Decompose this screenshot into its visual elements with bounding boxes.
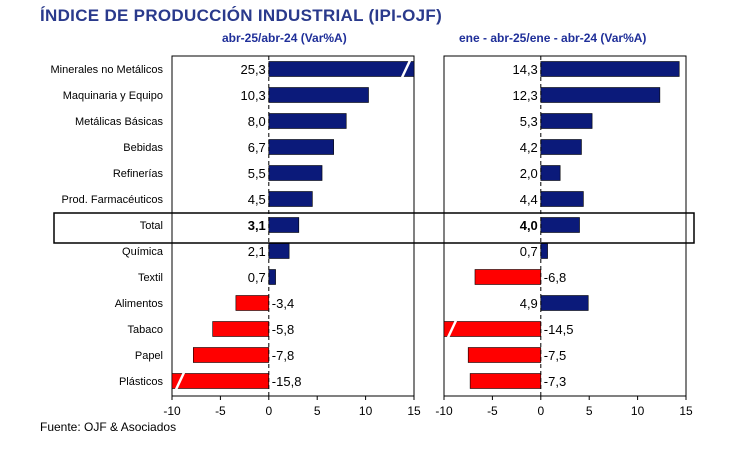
x-tick-label: 10 [359,404,373,418]
data-label-bebidas: 4,2 [520,140,538,155]
data-label-minerales-no-metalicos: 14,3 [512,62,537,77]
bar-plasticos [171,373,270,389]
data-label-minerales-no-metalicos: 25,3 [240,62,265,77]
data-label-alimentos: 4,9 [520,296,538,311]
chart-panel-ene-abr: 14,3 12,3 5,3 4,2 2,0 4,4 4,0 0,7 -6,8 4,9 -14,5 -7… [435,55,693,418]
data-label-textil: 0,7 [248,270,266,285]
category-label-metalicas-basicas: Metálicas Básicas [75,116,164,128]
category-label-maquinaria-y-equipo: Maquinaria y Equipo [63,90,163,102]
data-label-metalicas-basicas: 8,0 [248,114,266,129]
data-label-plasticos: -15,8 [272,374,302,389]
bar-quimica [268,243,290,259]
data-label-refinerias: 2,0 [520,166,538,181]
bar-minerales-no-metalicos [268,61,415,77]
x-tick-label: 5 [586,404,593,418]
data-label-prod-farmaceuticos: 4,5 [248,192,266,207]
data-label-maquinaria-y-equipo: 10,3 [240,88,265,103]
data-label-quimica: 2,1 [248,244,266,259]
data-label-metalicas-basicas: 5,3 [520,114,538,129]
x-tick-label: -5 [487,404,498,418]
data-label-maquinaria-y-equipo: 12,3 [512,88,537,103]
bar-maquinaria-y-equipo [268,87,369,103]
x-tick-label: 5 [314,404,321,418]
bar-bebidas [268,139,334,155]
x-tick-label: -5 [215,404,226,418]
category-label-tabaco: Tabaco [128,324,163,336]
data-label-prod-farmaceuticos: 4,4 [520,192,538,207]
data-label-total: 3,1 [248,218,266,233]
bar-papel [467,347,542,363]
category-label-prod-farmaceuticos: Prod. Farmacéuticos [62,194,164,206]
bar-maquinaria-y-equipo [540,87,661,103]
bar-minerales-no-metalicos [540,61,680,77]
total-highlight-box [53,212,695,244]
category-label-total: Total [140,220,163,232]
bar-textil [268,269,276,285]
plot-frame [443,55,687,397]
bar-plasticos [469,373,542,389]
data-label-tabaco: -5,8 [272,322,294,337]
category-label-refinerias: Refinerías [113,168,164,180]
category-label-alimentos: Alimentos [115,298,164,310]
category-label-papel: Papel [135,350,163,362]
bar-metalicas-basicas [268,113,347,129]
category-label-minerales-no-metalicos: Minerales no Metálicos [51,64,164,76]
page-title: ÍNDICE DE PRODUCCIÓN INDUSTRIAL (IPI-OJF… [40,6,443,25]
bar-bebidas [540,139,582,155]
data-label-bebidas: 6,7 [248,140,266,155]
x-tick-label: 15 [679,404,693,418]
data-label-textil: -6,8 [544,270,566,285]
category-label-quimica: Química [122,246,164,258]
plot-frame [171,55,415,397]
panel-title-left: abr-25/abr-24 (Var%A) [222,31,347,45]
data-label-papel: -7,5 [544,348,566,363]
data-label-papel: -7,8 [272,348,294,363]
axis-break-mark [174,371,186,391]
category-labels: Minerales no Metálicos Maquinaria y Equip… [51,64,164,388]
bar-tabaco [212,321,270,337]
data-label-alimentos: -3,4 [272,296,294,311]
x-tick-label: 10 [631,404,645,418]
x-tick-label: 0 [537,404,544,418]
bar-prod-farmaceuticos [540,191,584,207]
category-label-plasticos: Plásticos [119,376,164,388]
panel-title-right: ene - abr-25/ene - abr-24 (Var%A) [459,31,647,45]
x-tick-label: -10 [163,404,181,418]
data-label-total: 4,0 [520,218,538,233]
bar-refinerias [268,165,323,181]
bar-textil [474,269,542,285]
x-tick-label: 0 [265,404,272,418]
data-label-quimica: 0,7 [520,244,538,259]
bar-alimentos [540,295,589,311]
chart-panel-abr: 25,3 10,3 8,0 6,7 5,5 4,5 3,1 2,1 0,7 -3,4 -5,8 -7,… [163,55,421,418]
data-label-refinerias: 5,5 [248,166,266,181]
x-tick-label: -10 [435,404,453,418]
category-label-bebidas: Bebidas [123,142,163,154]
source-note: Fuente: OJF & Asociados [40,420,177,434]
bar-quimica [540,243,548,259]
bar-total [268,217,300,233]
category-label-textil: Textil [138,272,163,284]
bar-alimentos [235,295,270,311]
data-label-plasticos: -7,3 [544,374,566,389]
axis-break-mark [400,59,412,79]
bar-metalicas-basicas [540,113,593,129]
bar-refinerias [540,165,561,181]
bar-tabaco [443,321,542,337]
data-label-tabaco: -14,5 [544,322,574,337]
bar-total [540,217,580,233]
x-tick-label: 15 [407,404,421,418]
axis-break-mark [446,319,458,339]
bar-prod-farmaceuticos [268,191,313,207]
bar-papel [192,347,270,363]
